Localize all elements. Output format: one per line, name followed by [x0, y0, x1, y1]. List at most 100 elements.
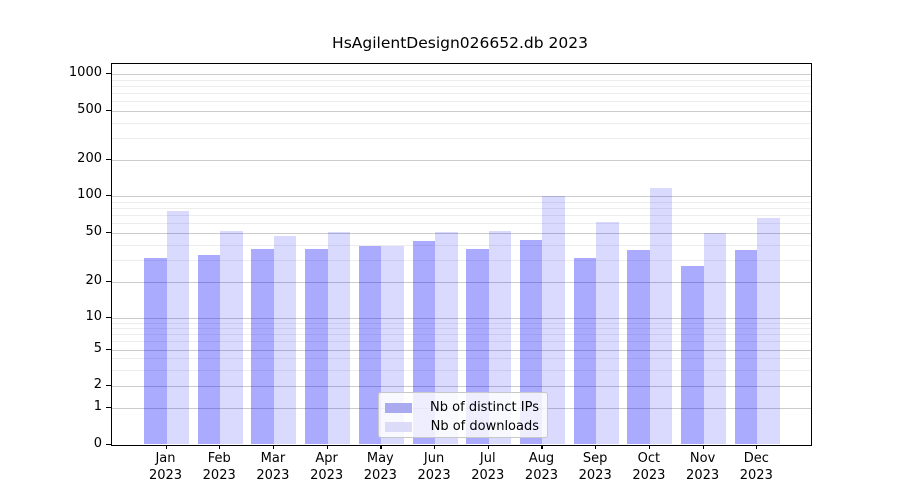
grid-line-major	[111, 159, 811, 161]
grid-line-minor	[111, 201, 811, 203]
y-axis-tick-mark	[105, 232, 111, 234]
y-axis-tick-label: 500	[77, 102, 102, 118]
x-axis-tick-label: Jun 2023	[417, 451, 451, 483]
y-axis-tick-label: 200	[77, 150, 102, 166]
grid-line-minor	[111, 244, 811, 246]
bar-downloads-jul	[488, 230, 512, 445]
x-axis-tick-label: Sep 2023	[578, 451, 612, 483]
bar-distinct-ips-mar	[251, 248, 274, 445]
grid-line-minor	[111, 323, 811, 325]
bar-downloads-oct	[649, 187, 673, 445]
bar-distinct-ips-jan	[144, 258, 167, 445]
x-axis-tick-label: Feb 2023	[202, 451, 236, 483]
y-axis-tick-mark	[105, 407, 111, 409]
bar-downloads-sep	[596, 222, 619, 445]
grid-line-minor	[111, 79, 811, 81]
x-axis-tick-mark	[326, 444, 328, 449]
grid-line-minor	[111, 369, 811, 371]
bar-downloads-mar	[273, 236, 297, 445]
y-axis-tick-label: 5	[93, 340, 102, 356]
bar-downloads-feb	[220, 230, 243, 445]
x-axis-tick-label: Apr 2023	[310, 451, 344, 483]
y-axis-tick-mark	[105, 158, 111, 160]
y-axis-tick-mark	[105, 73, 111, 75]
x-axis-tick-mark	[648, 444, 651, 449]
bar-downloads-jun	[435, 231, 458, 445]
x-axis-tick-label: May 2023	[363, 451, 397, 483]
chart-title: HsAgilentDesign026652.db 2023	[332, 34, 588, 52]
x-axis-tick-mark	[595, 444, 597, 449]
x-axis-tick-mark	[541, 444, 543, 449]
grid-line-minor	[111, 341, 811, 343]
x-axis-tick-label: Jul 2023	[471, 451, 505, 483]
y-axis-tick-mark	[105, 384, 111, 386]
x-axis-tick-mark	[702, 444, 704, 449]
y-axis-tick-label: 20	[85, 272, 102, 288]
grid-line-minor	[111, 122, 811, 124]
x-axis-tick-mark	[219, 444, 221, 449]
grid-line-minor	[111, 223, 811, 225]
grid-line-major	[111, 111, 811, 113]
grid-line-minor	[111, 208, 811, 210]
grid-line-minor	[111, 138, 811, 140]
plot-area	[110, 62, 812, 446]
x-axis-tick-mark	[756, 444, 758, 449]
grid-line-major	[111, 74, 811, 76]
y-axis-tick-label: 100	[77, 187, 102, 203]
y-axis-tick-mark	[105, 443, 111, 445]
grid-line-major	[111, 233, 811, 235]
legend-swatch-downloads	[385, 421, 412, 432]
x-axis-tick-mark	[434, 444, 436, 449]
legend: Nb of distinct IPs Nb of downloads	[378, 392, 548, 438]
grid-line-major	[111, 318, 811, 320]
y-axis-tick-mark	[105, 110, 111, 112]
x-axis-tick-mark	[380, 444, 382, 449]
bar-distinct-ips-nov	[681, 265, 704, 445]
x-axis-tick-label: Dec 2023	[739, 451, 773, 483]
grid-line-major	[111, 196, 811, 198]
grid-line-minor	[111, 328, 811, 330]
bar-downloads-apr	[327, 231, 351, 445]
y-axis-tick-mark	[105, 195, 111, 197]
y-axis-tick-mark	[105, 280, 111, 282]
x-axis-tick-mark	[487, 444, 489, 449]
grid-line-minor	[111, 93, 811, 95]
legend-swatch-distinct-ips	[385, 402, 412, 413]
y-axis-tick-mark	[105, 317, 111, 319]
bar-distinct-ips-oct	[627, 250, 650, 445]
x-axis-tick-label: Aug 2023	[524, 451, 559, 483]
bar-downloads-jan	[166, 210, 189, 445]
x-axis-tick-label: Mar 2023	[256, 451, 290, 483]
y-axis-tick-label: 1000	[68, 65, 102, 81]
x-axis-tick-mark	[165, 444, 167, 449]
grid-line-minor	[111, 86, 811, 88]
y-axis-tick-label: 10	[85, 309, 102, 325]
x-axis-tick-label: Oct 2023	[632, 451, 666, 483]
grid-line-minor	[111, 260, 811, 262]
bar-downloads-nov	[703, 233, 727, 445]
legend-row-distinct-ips: Nb of distinct IPs	[385, 398, 547, 417]
y-axis-tick-label: 0	[93, 435, 102, 451]
legend-row-downloads: Nb of downloads	[385, 417, 547, 436]
y-axis-tick-label: 50	[85, 224, 102, 240]
bar-distinct-ips-apr	[305, 248, 328, 445]
x-axis-tick-label: Nov 2023	[686, 451, 720, 483]
grid-line-major	[111, 281, 811, 283]
y-axis-tick-label: 2	[93, 376, 102, 392]
legend-label-distinct-ips: Nb of distinct IPs	[430, 400, 539, 415]
bar-distinct-ips-dec	[734, 250, 758, 445]
x-axis-tick-label: Jan 2023	[148, 451, 183, 483]
bar-downloads-aug	[542, 195, 565, 445]
grid-line-minor	[111, 215, 811, 217]
bar-distinct-ips-may	[358, 246, 382, 445]
bar-downloads-dec	[757, 217, 780, 445]
legend-label-downloads: Nb of downloads	[430, 419, 539, 434]
bar-distinct-ips-sep	[573, 258, 597, 445]
grid-line-major	[111, 385, 811, 387]
bar-distinct-ips-feb	[197, 255, 221, 445]
grid-line-minor	[111, 101, 811, 103]
y-axis-tick-mark	[105, 348, 111, 350]
x-axis-tick-mark	[272, 444, 275, 449]
grid-line-minor	[111, 334, 811, 336]
